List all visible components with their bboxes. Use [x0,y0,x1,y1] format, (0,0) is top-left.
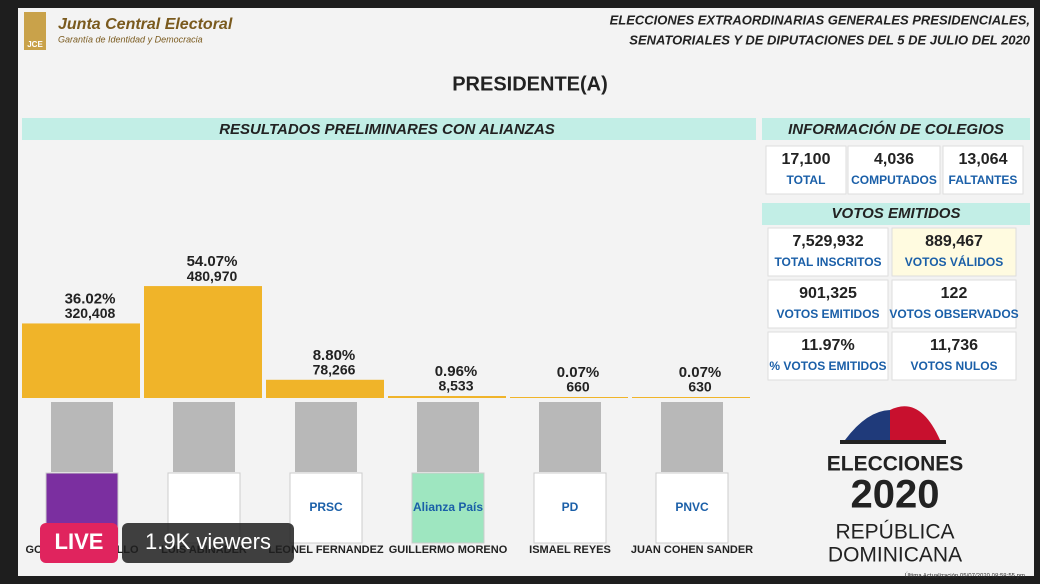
info-box [767,331,889,381]
candidate-photo [51,402,113,472]
org-name: Junta Central Electoral [58,16,233,33]
candidate-photo [295,402,357,472]
brand-text: REPÚBLICA [835,521,954,544]
info-value: 122 [941,285,968,302]
info-label: VOTOS VÁLIDOS [905,254,1003,269]
section-title: VOTOS EMITIDOS [832,205,961,222]
office-title: PRESIDENTE(A) [452,73,608,95]
pct-label: 8.80% [313,347,356,364]
election-line: SENATORIALES Y DE DIPUTACIONES DEL 5 DE … [629,32,1030,47]
brand-year: 2020 [851,473,940,517]
bar [510,397,628,398]
brand-rule [840,440,946,444]
party-label: PNVC [675,500,709,514]
info-value: 7,529,932 [792,233,863,250]
vote-label: 320,408 [65,305,116,321]
candidate-photo [417,402,479,472]
pct-label: 0.07% [557,364,600,381]
bar [144,286,262,398]
live-text: LIVE [55,529,104,554]
vote-label: 630 [688,379,712,395]
info-value: 17,100 [782,151,831,168]
logo-text: JCE [27,40,43,49]
tagline: Garantía de Identidad y Democracia [58,34,203,44]
live-badge [40,523,118,563]
pct-label: 36.02% [65,290,116,307]
viewers-text: 1.9K viewers [145,529,271,554]
info-box [767,227,889,277]
info-label: % VOTOS EMITIDOS [769,359,886,373]
candidate-name: JUAN COHEN SANDER [631,544,753,556]
info-box [942,145,1024,195]
brand-flag [890,406,940,440]
info-box [891,331,1017,381]
vote-label: 78,266 [313,361,356,377]
info-value: 901,325 [799,285,857,302]
footer: Última Actualización 05/07/2020 08:58:55… [905,573,1025,580]
info-box [847,145,941,195]
info-label: FALTANTES [949,173,1018,187]
info-value: 4,036 [874,151,914,168]
viewers-badge [122,523,294,563]
info-value: 13,064 [959,151,1008,168]
info-value: 11,736 [930,337,978,354]
info-box [767,279,889,329]
chart-title: RESULTADOS PRELIMINARES CON ALIANZAS [219,121,555,138]
candidate-photo [173,402,235,472]
party-label: PD [562,500,579,514]
bar [632,397,750,398]
logo-mark [24,12,46,50]
bar [22,323,140,398]
info-label: VOTOS EMITIDOS [776,307,879,321]
vote-label: 480,970 [187,268,238,284]
candidate-name: GUILLERMO MORENO [389,544,508,556]
vote-label: 660 [566,379,590,395]
candidate-photo [539,402,601,472]
info-box [891,279,1017,329]
info-label: TOTAL INSCRITOS [774,255,881,269]
info-label: COMPUTADOS [851,173,937,187]
party-logo [411,472,485,544]
candidate-photo [661,402,723,472]
bar [388,396,506,398]
brand-text: DOMINICANA [828,544,962,567]
party-label: PRSC [309,500,343,514]
info-box [765,145,847,195]
pct-label: 0.07% [679,364,722,381]
party-logo [533,472,607,544]
brand-text: ELECCIONES [827,453,964,476]
election-line: ELECCIONES EXTRAORDINARIAS GENERALES PRE… [610,12,1030,27]
section-title: INFORMACIÓN DE COLEGIOS [788,120,1004,138]
info-box [891,227,1017,277]
info-label: VOTOS OBSERVADOS [889,307,1018,321]
info-label: TOTAL [787,173,826,187]
pct-label: 54.07% [187,253,238,270]
section-band [762,118,1030,140]
section-band [22,118,756,140]
candidate-name: ISMAEL REYES [529,544,611,556]
pct-label: 0.96% [435,363,478,380]
party-label: Alianza País [413,500,483,514]
party-logo [289,472,363,544]
info-label: VOTOS NULOS [910,359,997,373]
info-value: 889,467 [925,233,983,250]
candidate-name: LEONEL FERNANDEZ [268,544,384,556]
info-value: 11.97% [801,337,854,354]
section-band [762,203,1030,225]
bar [266,379,384,398]
party-logo [655,472,729,544]
brand: ELECCIONES 2020 REPÚBLICA DOMINICANA [827,406,964,567]
vote-label: 8,533 [438,378,473,394]
